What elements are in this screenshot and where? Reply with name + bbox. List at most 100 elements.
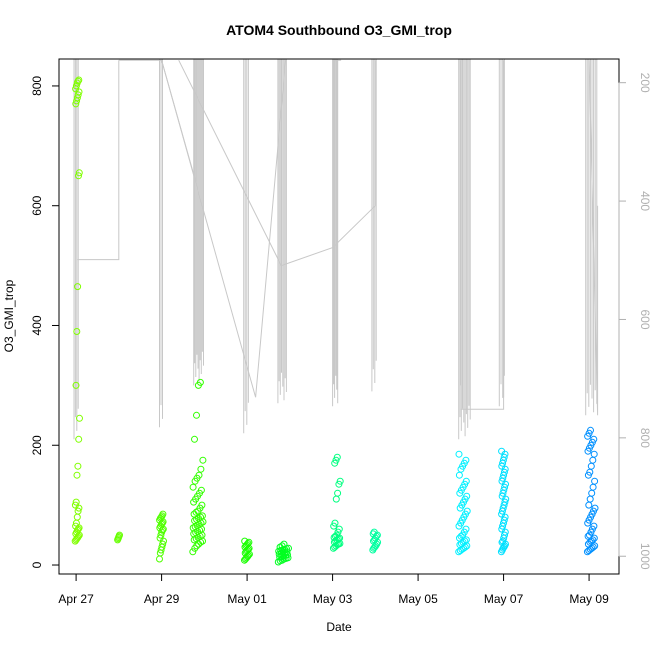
data-point [283,548,291,556]
data-point [336,477,344,485]
data-point [462,525,470,533]
data-point [73,471,81,479]
y-tick-label: 400 [30,315,44,335]
data-point [74,91,82,99]
profile-line [332,59,339,407]
data-point [280,540,288,548]
profile-connector [118,59,197,182]
data-point [586,495,594,503]
data-point [331,519,339,527]
data-point [589,483,597,491]
x-tick-label: Apr 27 [58,592,94,606]
data-point [189,548,197,556]
data-point [197,465,205,473]
data-point [590,450,598,458]
data-point [195,471,203,479]
data-point [462,477,470,485]
data-point [463,507,471,515]
data-point [75,172,82,180]
x-tick-label: May 01 [227,592,267,606]
data-point [463,492,471,500]
data-point [74,462,82,470]
y-tick-label: 200 [30,435,44,455]
data-point [500,516,508,524]
data-point [199,456,207,464]
data-point [332,495,340,503]
y-tick-label: 0 [30,561,44,568]
data-point [197,513,204,521]
data-point [590,522,598,530]
data-point [588,489,596,497]
profile-connector [178,59,376,267]
x-tick-label: May 07 [484,592,524,606]
profile-line [277,59,287,404]
data-point [192,508,200,516]
data-point [274,558,282,566]
data-point [462,536,470,544]
data-point [74,283,82,291]
right-y-axis: 200 400 600 800 1000 [618,73,650,570]
right-y-tick-label: 1000 [638,543,650,570]
data-point [500,453,508,461]
x-tick-label: May 05 [398,592,438,606]
data-point [75,169,83,177]
data-point [75,76,83,84]
data-point [334,489,342,497]
data-point [370,528,378,536]
profile-line [73,59,79,440]
data-point [76,414,83,422]
profile-line [243,59,249,434]
profile-line [498,59,505,407]
x-tick-label: May 09 [569,592,609,606]
data-point [589,456,597,464]
y-axis-label: O3_GMI_trop [2,279,16,352]
data-point [74,507,82,515]
data-point [245,538,253,546]
data-point [198,512,206,520]
data-point [591,477,599,485]
data-point [591,504,599,512]
profile-line [458,59,471,440]
data-point [159,540,167,548]
x-axis-label: Date [326,620,352,634]
data-point [72,381,80,389]
profile-line [371,59,377,392]
data-points [71,76,599,566]
data-point [587,462,595,470]
data-point [333,453,341,461]
data-point [75,435,83,443]
data-point [461,537,469,545]
data-point [501,483,509,491]
right-y-tick-label: 200 [638,73,650,93]
chart-title: ATOM4 Southbound O3_GMI_trop [226,22,452,38]
data-point [498,538,506,546]
data-point [501,531,508,539]
data-point [198,501,206,509]
data-point [116,531,123,539]
right-y-tick-label: 800 [638,428,650,448]
profile-line [159,59,163,428]
vertical-profile-lines [73,59,598,440]
plot-frame [58,58,620,575]
data-point [335,525,343,533]
data-point [591,542,599,550]
data-point [72,82,80,90]
data-point [73,328,81,335]
data-point [498,447,506,455]
data-point [197,486,205,494]
data-point [455,450,463,458]
profile-line [193,59,204,386]
y-tick-label: 800 [30,76,44,96]
data-point [196,378,204,386]
right-y-tick-label: 400 [638,191,650,211]
y-tick-label: 600 [30,195,44,215]
data-point [74,77,82,85]
data-point [589,536,597,544]
profile-line [585,59,598,416]
right-y-tick-label: 600 [638,309,650,329]
data-point [157,531,165,539]
data-point [501,498,509,506]
data-point [285,544,292,552]
y-axis: 0 200 400 600 800 [30,76,60,568]
